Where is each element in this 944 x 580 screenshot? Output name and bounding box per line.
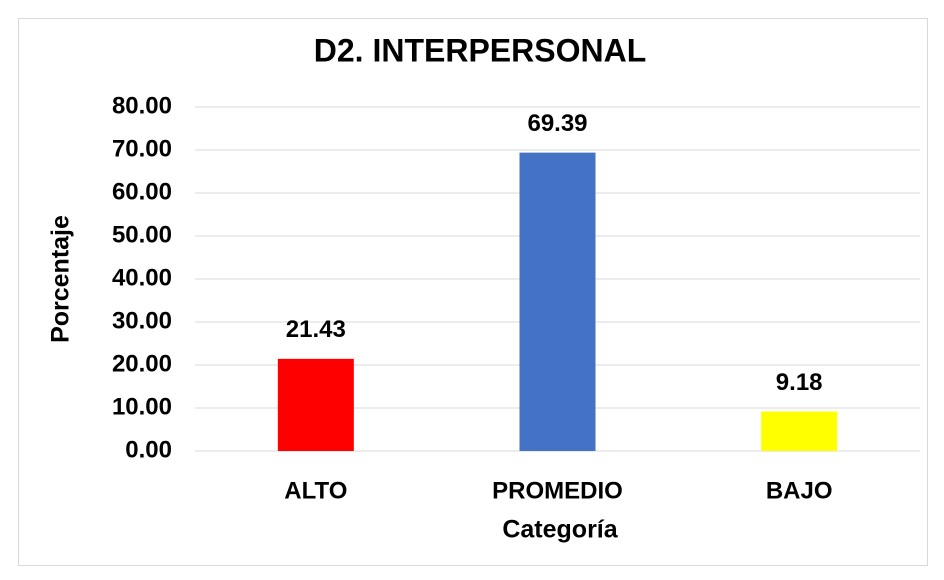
- data-label: 69.39: [527, 110, 587, 137]
- chart-title: D2. INTERPERSONAL: [314, 32, 646, 68]
- y-tick-label: 40.00: [112, 264, 172, 291]
- data-label: 21.43: [286, 316, 346, 343]
- bar: [761, 411, 838, 451]
- y-axis-title: Porcentaje: [47, 215, 75, 343]
- y-tick-label: 20.00: [112, 350, 172, 377]
- chart-border: [18, 18, 928, 566]
- x-tick-label: PROMEDIO: [492, 477, 623, 504]
- y-tick-label: 0.00: [125, 436, 172, 463]
- x-tick-label: BAJO: [766, 477, 833, 504]
- y-tick-label: 60.00: [112, 178, 172, 205]
- bar: [277, 358, 354, 451]
- y-tick-label: 30.00: [112, 307, 172, 334]
- bar: [519, 152, 596, 452]
- y-tick-label: 50.00: [112, 221, 172, 248]
- x-axis-title: Categoría: [502, 516, 618, 544]
- y-tick-label: 70.00: [112, 135, 172, 162]
- y-tick-label: 10.00: [112, 393, 172, 420]
- data-label: 9.18: [776, 369, 823, 396]
- y-tick-label: 80.00: [112, 92, 172, 119]
- x-tick-label: ALTO: [284, 477, 347, 504]
